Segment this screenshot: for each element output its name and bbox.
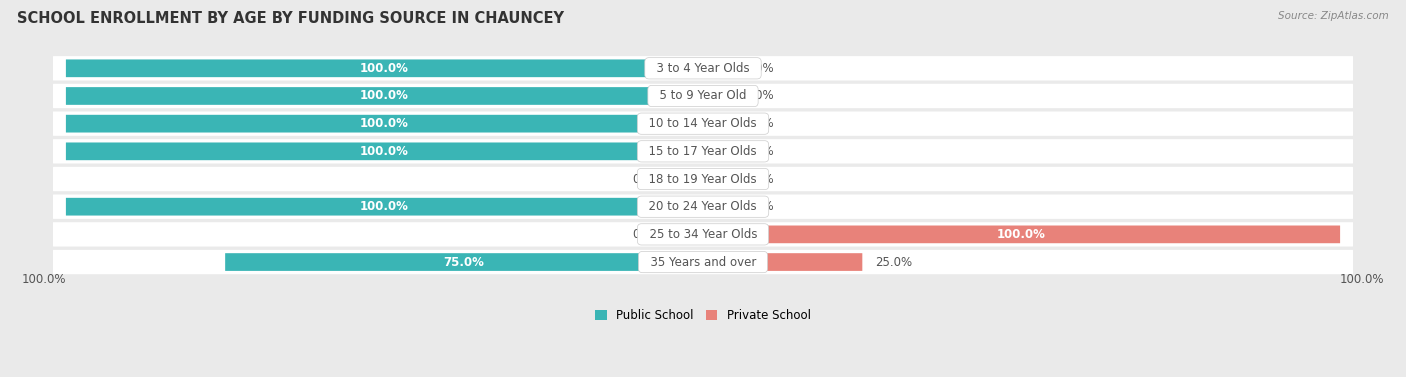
FancyBboxPatch shape [53,167,1353,191]
Text: 100.0%: 100.0% [21,273,66,286]
FancyBboxPatch shape [703,225,1340,243]
Text: 0.0%: 0.0% [744,62,775,75]
FancyBboxPatch shape [53,112,1353,136]
FancyBboxPatch shape [703,60,735,77]
Legend: Public School, Private School: Public School, Private School [591,304,815,326]
FancyBboxPatch shape [703,253,862,271]
FancyBboxPatch shape [53,56,1353,80]
Text: 3 to 4 Year Olds: 3 to 4 Year Olds [650,62,756,75]
FancyBboxPatch shape [66,115,703,132]
FancyBboxPatch shape [53,222,1353,247]
Text: SCHOOL ENROLLMENT BY AGE BY FUNDING SOURCE IN CHAUNCEY: SCHOOL ENROLLMENT BY AGE BY FUNDING SOUR… [17,11,564,26]
Text: 18 to 19 Year Olds: 18 to 19 Year Olds [641,173,765,185]
FancyBboxPatch shape [66,143,703,160]
FancyBboxPatch shape [703,170,735,188]
Text: 20 to 24 Year Olds: 20 to 24 Year Olds [641,200,765,213]
FancyBboxPatch shape [53,250,1353,274]
Text: 0.0%: 0.0% [631,173,662,185]
FancyBboxPatch shape [703,115,735,132]
Text: 0.0%: 0.0% [744,117,775,130]
Text: 15 to 17 Year Olds: 15 to 17 Year Olds [641,145,765,158]
Text: 25.0%: 25.0% [875,256,912,268]
FancyBboxPatch shape [66,60,703,77]
Text: 100.0%: 100.0% [360,200,409,213]
Text: 100.0%: 100.0% [360,117,409,130]
FancyBboxPatch shape [66,87,703,105]
Text: 100.0%: 100.0% [360,62,409,75]
FancyBboxPatch shape [53,84,1353,108]
FancyBboxPatch shape [703,87,735,105]
Text: 35 Years and over: 35 Years and over [643,256,763,268]
Text: 100.0%: 100.0% [360,89,409,103]
Text: 0.0%: 0.0% [744,200,775,213]
Text: 0.0%: 0.0% [631,228,662,241]
Text: Source: ZipAtlas.com: Source: ZipAtlas.com [1278,11,1389,21]
FancyBboxPatch shape [53,195,1353,219]
Text: 10 to 14 Year Olds: 10 to 14 Year Olds [641,117,765,130]
Text: 0.0%: 0.0% [744,173,775,185]
Text: 100.0%: 100.0% [360,145,409,158]
Text: 100.0%: 100.0% [1340,273,1385,286]
FancyBboxPatch shape [53,139,1353,164]
Text: 75.0%: 75.0% [444,256,485,268]
Text: 0.0%: 0.0% [744,89,775,103]
FancyBboxPatch shape [225,253,703,271]
Text: 25 to 34 Year Olds: 25 to 34 Year Olds [641,228,765,241]
FancyBboxPatch shape [671,225,703,243]
FancyBboxPatch shape [703,198,735,216]
Text: 5 to 9 Year Old: 5 to 9 Year Old [652,89,754,103]
FancyBboxPatch shape [66,198,703,216]
Text: 0.0%: 0.0% [744,145,775,158]
FancyBboxPatch shape [703,143,735,160]
FancyBboxPatch shape [671,170,703,188]
Text: 100.0%: 100.0% [997,228,1046,241]
